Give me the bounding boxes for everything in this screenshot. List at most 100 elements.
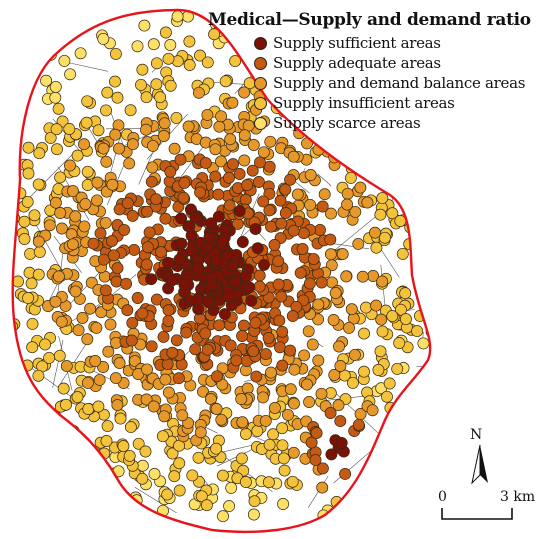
facility-point <box>146 139 159 152</box>
facility-point <box>162 386 175 399</box>
facility-point <box>215 110 228 123</box>
facility-point <box>141 205 153 218</box>
facility-point <box>210 403 223 415</box>
facility-point <box>136 472 149 485</box>
facility-point <box>394 436 407 449</box>
facility-point <box>233 205 246 218</box>
facility-point <box>230 354 243 367</box>
facility-point <box>13 30 26 43</box>
facility-point <box>28 209 41 222</box>
facility-point <box>376 325 389 338</box>
facility-point <box>201 295 214 308</box>
facility-point <box>326 512 339 525</box>
facility-point <box>52 270 65 283</box>
facility-point <box>140 393 153 406</box>
facility-point <box>385 169 398 182</box>
study-area-boundary <box>11 8 432 534</box>
facility-point <box>96 521 109 532</box>
facility-point <box>370 499 383 512</box>
facility-point <box>64 68 77 81</box>
facility-point <box>118 223 131 236</box>
facility-point <box>205 279 218 292</box>
facility-point <box>82 403 95 415</box>
legend-label: Supply and demand balance areas <box>273 74 526 92</box>
facility-point <box>88 481 101 494</box>
facility-point <box>307 253 320 266</box>
facility-point <box>288 397 300 410</box>
facility-point <box>51 143 63 156</box>
facility-point <box>173 484 186 497</box>
facility-point <box>146 161 159 174</box>
facility-point <box>135 78 147 91</box>
facility-point <box>334 415 347 428</box>
facility-point <box>76 312 89 324</box>
facility-point <box>325 448 338 461</box>
facility-point <box>417 337 430 350</box>
facility-point <box>219 75 232 88</box>
facility-point <box>140 258 153 271</box>
facility-point <box>217 510 229 523</box>
facility-point <box>162 256 174 269</box>
facility-point <box>301 378 313 391</box>
legend: Medical—Supply and demand ratio Supply s… <box>208 10 546 133</box>
facility-point <box>80 116 93 129</box>
facility-point <box>22 292 35 304</box>
facility-point <box>43 219 56 232</box>
facility-point <box>278 464 291 477</box>
facility-point <box>30 22 43 35</box>
facility-point <box>150 57 163 70</box>
facility-point <box>49 91 62 104</box>
facility-point <box>150 193 163 206</box>
facility-point <box>125 334 138 347</box>
facility-point <box>176 409 189 422</box>
facility-point <box>75 511 88 524</box>
facility-point <box>355 142 368 154</box>
facility-point <box>55 315 68 328</box>
facility-point <box>79 198 92 211</box>
facility-point <box>243 281 256 294</box>
facility-point <box>355 152 368 165</box>
facility-point <box>49 80 62 93</box>
facility-point <box>380 457 393 470</box>
facility-point <box>69 210 82 223</box>
facility-point <box>344 171 357 184</box>
facility-point <box>223 199 236 212</box>
facility-point <box>394 303 407 316</box>
facility-point <box>216 236 229 249</box>
facility-point <box>286 310 299 323</box>
facility-point <box>320 134 333 147</box>
facility-point <box>268 239 281 251</box>
facility-point <box>387 458 400 471</box>
facility-point <box>249 316 262 329</box>
district-boundary-line <box>24 152 75 203</box>
facility-point <box>314 224 326 236</box>
facility-point <box>287 150 300 163</box>
facility-point <box>21 80 34 93</box>
facility-point <box>186 469 199 482</box>
facility-point <box>333 340 345 353</box>
facility-point <box>197 385 209 398</box>
facility-point <box>259 348 272 361</box>
facility-point <box>53 448 66 461</box>
north-label: N <box>470 427 483 443</box>
facility-point <box>178 176 191 189</box>
facility-point <box>405 386 418 399</box>
facility-point <box>279 183 292 196</box>
facility-point <box>422 244 431 257</box>
facility-point <box>373 161 386 174</box>
district-boundary-line <box>76 443 80 459</box>
facility-point <box>210 442 223 455</box>
facility-point <box>423 499 431 512</box>
facility-point <box>36 511 49 524</box>
facility-point <box>60 360 73 373</box>
facility-point <box>236 330 249 342</box>
facility-point <box>201 56 214 69</box>
facility-point <box>253 269 266 282</box>
facility-point <box>131 40 144 53</box>
facility-point <box>121 197 134 210</box>
facility-point <box>72 324 85 337</box>
facility-point <box>241 179 254 191</box>
facility-point <box>370 299 383 312</box>
facility-point <box>86 450 99 463</box>
facility-point <box>114 412 127 425</box>
